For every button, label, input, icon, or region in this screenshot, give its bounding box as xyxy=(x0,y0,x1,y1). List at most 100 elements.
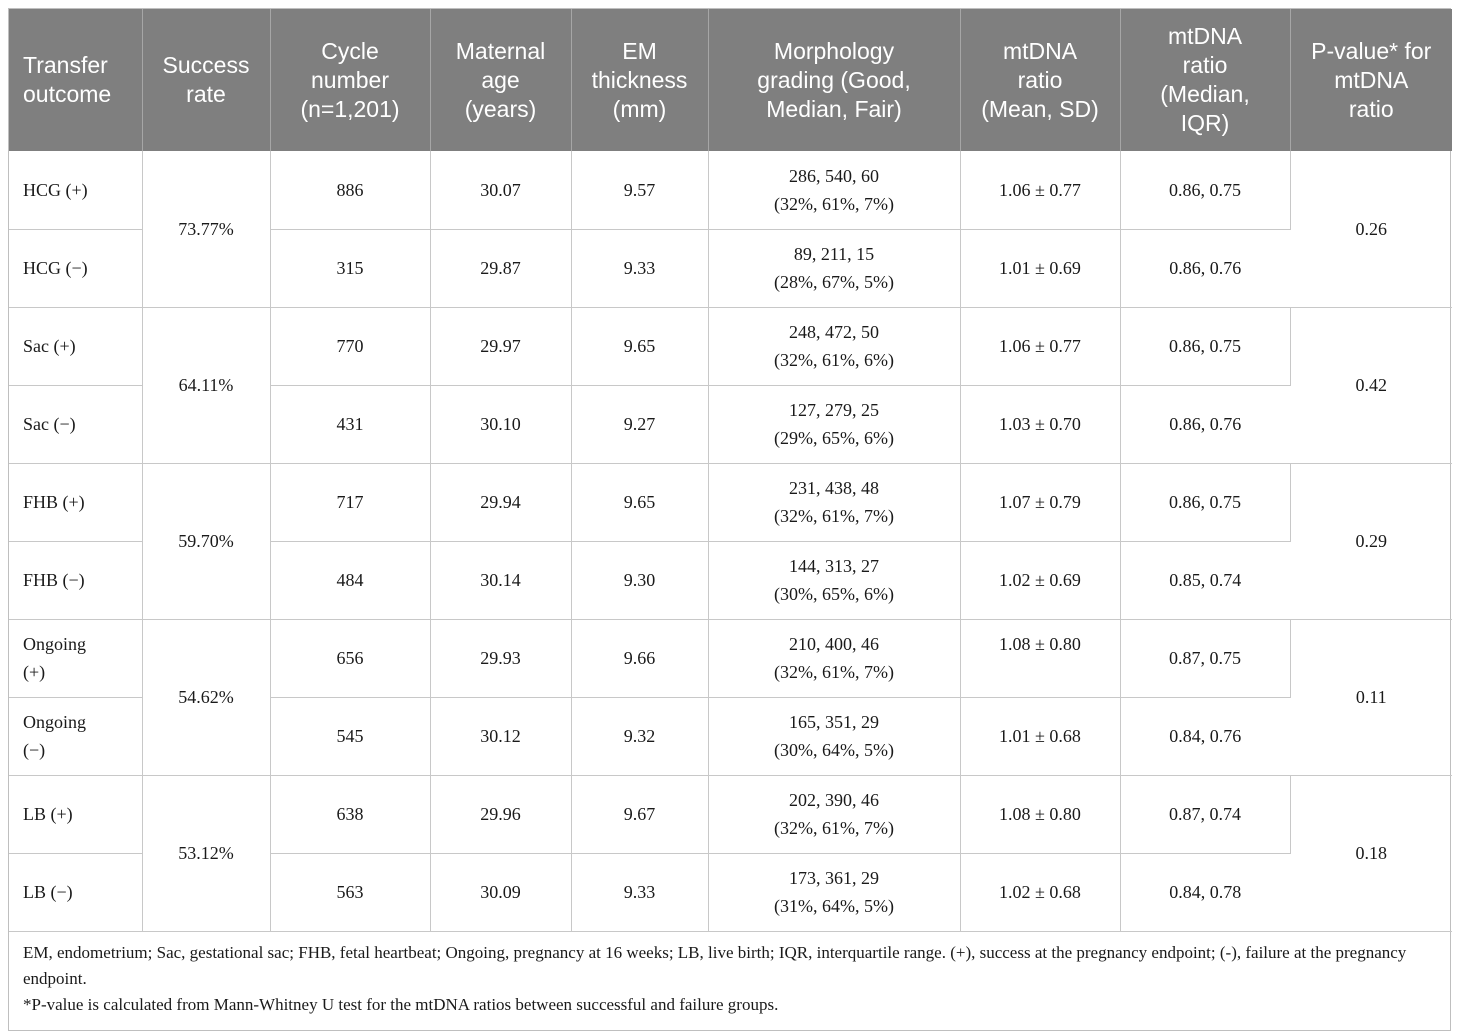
em-thickness-cell: 9.32 xyxy=(571,697,709,776)
table-footnote: EM, endometrium; Sac, gestational sac; F… xyxy=(9,932,1450,1030)
table-row: Ongoing (−) 545 30.12 9.32 165, 351, 29 (30%, … xyxy=(9,697,1452,776)
morphology-cell-line: 144, 313, 27 xyxy=(789,556,879,576)
mtdna-mean-sd-cell: 1.07 ± 0.79 xyxy=(960,463,1121,542)
header-line: age xyxy=(481,66,520,93)
em-thickness-cell: 9.65 xyxy=(571,307,709,386)
results-table: Transfer outcome Success rate Cycle number (n=… xyxy=(9,9,1452,932)
morphology-cell: 248, 472, 50 (32%, 61%, 6%) xyxy=(708,307,961,386)
cycle-number-cell: 886 xyxy=(270,151,431,230)
morphology-cell-line: (29%, 65%, 6%) xyxy=(774,428,894,448)
morphology-cell-line: (31%, 64%, 5%) xyxy=(774,896,894,916)
outcome-cell: FHB (−) xyxy=(9,541,143,620)
morphology-cell-line: (32%, 61%, 7%) xyxy=(774,506,894,526)
morphology-cell-line: 202, 390, 46 xyxy=(789,790,879,810)
morphology-cell-line: (30%, 64%, 5%) xyxy=(774,740,894,760)
outcome-cell: Sac (−) xyxy=(9,385,143,464)
morphology-cell-line: 231, 438, 48 xyxy=(789,478,879,498)
header-line: thickness xyxy=(591,66,688,93)
table-row: Sac (+) 64.11% 770 29.97 9.65 248, 472, 50 (32… xyxy=(9,307,1452,464)
header-morphology-grading: Morphology grading (Good, Median, Fair) xyxy=(708,9,961,151)
mtdna-median-iqr-cell: 0.87, 0.74 xyxy=(1120,775,1291,854)
maternal-age-cell: 29.96 xyxy=(430,775,572,854)
header-transfer-outcome: Transfer outcome xyxy=(9,9,143,151)
morphology-cell-line: 286, 540, 60 xyxy=(789,165,879,186)
table-row: Ongoing (+) 54.62% 656 29.93 9.66 210, 400, 46… xyxy=(9,619,1452,776)
mtdna-median-iqr-cell: 0.84, 0.78 xyxy=(1120,853,1290,932)
table-row: Sac (−) 431 30.10 9.27 127, 279, 25 (29%, 65%… xyxy=(9,385,1452,464)
header-line: (years) xyxy=(464,95,537,122)
morphology-cell: 210, 400, 46 (32%, 61%, 7%) xyxy=(708,619,961,698)
header-maternal-age: Maternal age (years) xyxy=(430,9,572,151)
em-thickness-cell: 9.27 xyxy=(571,385,709,464)
header-line: Morphology xyxy=(773,37,895,64)
mtdna-median-iqr-cell: 0.85, 0.74 xyxy=(1120,541,1290,620)
outcome-cell-line: Sac (−) xyxy=(23,414,76,434)
header-line: IQR) xyxy=(1180,110,1230,136)
outcome-cell-line: LB (−) xyxy=(23,882,73,902)
mtdna-median-iqr-cell: 0.86, 0.75 xyxy=(1120,307,1291,386)
p-value-cell: 0.11 xyxy=(1290,619,1452,776)
morphology-cell: 127, 279, 25 (29%, 65%, 6%) xyxy=(708,385,961,464)
outcome-cell: HCG (+) xyxy=(9,151,143,230)
morphology-cell-line: (32%, 61%, 6%) xyxy=(774,350,894,370)
mtdna-median-iqr-cell: 0.87, 0.75 xyxy=(1120,619,1291,698)
morphology-cell: 144, 313, 27 (30%, 65%, 6%) xyxy=(708,541,961,620)
table-row: FHB (+) 59.70% 717 29.94 9.65 231, 438, 48 (32… xyxy=(9,463,1452,620)
mtdna-median-iqr-cell: 0.86, 0.75 xyxy=(1120,463,1291,542)
morphology-cell-line: (32%, 61%, 7%) xyxy=(774,193,894,214)
header-line: ratio xyxy=(1182,52,1228,78)
table-row: LB (−) 563 30.09 9.33 173, 361, 29 (31%, 64%,… xyxy=(9,853,1452,932)
morphology-cell-line: (28%, 67%, 5%) xyxy=(774,272,894,292)
outcome-cell-line: Sac (+) xyxy=(23,336,76,356)
mtdna-mean-sd-cell: 1.02 ± 0.69 xyxy=(960,541,1121,620)
header-line: mtDNA xyxy=(1002,37,1078,64)
em-thickness-cell: 9.67 xyxy=(571,775,709,854)
maternal-age-cell: 29.94 xyxy=(430,463,572,542)
header-line: Transfer xyxy=(23,52,108,78)
header-line: P-value* for xyxy=(1311,37,1432,64)
morphology-cell-line: 127, 279, 25 xyxy=(789,400,879,420)
p-value-cell: 0.26 xyxy=(1290,151,1452,308)
outcome-cell-line: Ongoing xyxy=(23,712,86,732)
maternal-age-cell: 30.14 xyxy=(430,541,572,620)
mtdna-mean-sd-cell: 1.08 ± 0.80 xyxy=(960,775,1121,854)
em-thickness-cell: 9.30 xyxy=(571,541,709,620)
em-thickness-cell: 9.66 xyxy=(571,619,709,698)
header-line: (Mean, SD) xyxy=(981,95,1099,122)
table-row: HCG (−) 315 29.87 9.33 89, 211, 15 (28%, 67%,… xyxy=(9,229,1452,308)
outcome-cell-line: FHB (+) xyxy=(23,492,85,512)
cycle-number-cell: 484 xyxy=(270,541,431,620)
morphology-cell-line: 173, 361, 29 xyxy=(789,868,879,888)
outcome-cell-line: (+) xyxy=(23,662,46,682)
morphology-cell-line: 165, 351, 29 xyxy=(789,712,879,732)
outcome-cell-line: FHB (−) xyxy=(23,570,85,590)
cycle-number-cell: 431 xyxy=(270,385,431,464)
success-rate-cell: 59.70% xyxy=(142,463,271,620)
mtdna-mean-sd-cell: 1.01 ± 0.68 xyxy=(960,697,1121,776)
maternal-age-cell: 29.97 xyxy=(430,307,572,386)
table-row: HCG (+) 73.77% 886 30.07 9.57 286, 540, 60 (32… xyxy=(9,151,1452,308)
em-thickness-cell: 9.33 xyxy=(571,853,709,932)
morphology-cell: 231, 438, 48 (32%, 61%, 7%) xyxy=(708,463,961,542)
footnote-p-value: *P-value is calculated from Mann-Whitney… xyxy=(23,994,779,1014)
header-line: outcome xyxy=(23,81,112,107)
header-line: mtDNA xyxy=(1334,66,1409,93)
mtdna-median-iqr-cell: 0.84, 0.76 xyxy=(1120,697,1290,776)
header-success-rate: Success rate xyxy=(142,9,271,151)
header-line: Median, Fair) xyxy=(766,95,902,122)
header-line: (Median, xyxy=(1160,81,1250,107)
header-p-value: P-value* for mtDNA ratio xyxy=(1290,9,1452,151)
em-thickness-cell: 9.33 xyxy=(571,229,709,308)
maternal-age-cell: 29.87 xyxy=(430,229,572,308)
header-mtdna-mean-sd: mtDNA ratio (Mean, SD) xyxy=(960,9,1121,151)
table-row: LB (+) 53.12% 638 29.96 9.67 202, 390, 46 (32%… xyxy=(9,775,1452,932)
header-line: grading (Good, xyxy=(757,66,911,93)
header-em-thickness: EM thickness (mm) xyxy=(571,9,709,151)
cycle-number-cell: 717 xyxy=(270,463,431,542)
mtdna-mean-sd-cell: 1.06 ± 0.77 xyxy=(960,307,1121,386)
header-cycle-number: Cycle number (n=1,201) xyxy=(270,9,431,151)
morphology-cell: 286, 540, 60 (32%, 61%, 7%) xyxy=(708,151,961,230)
morphology-cell: 89, 211, 15 (28%, 67%, 5%) xyxy=(708,229,961,308)
mtdna-mean-sd-cell: 1.02 ± 0.68 xyxy=(960,853,1121,932)
outcome-cell: LB (+) xyxy=(9,775,143,854)
